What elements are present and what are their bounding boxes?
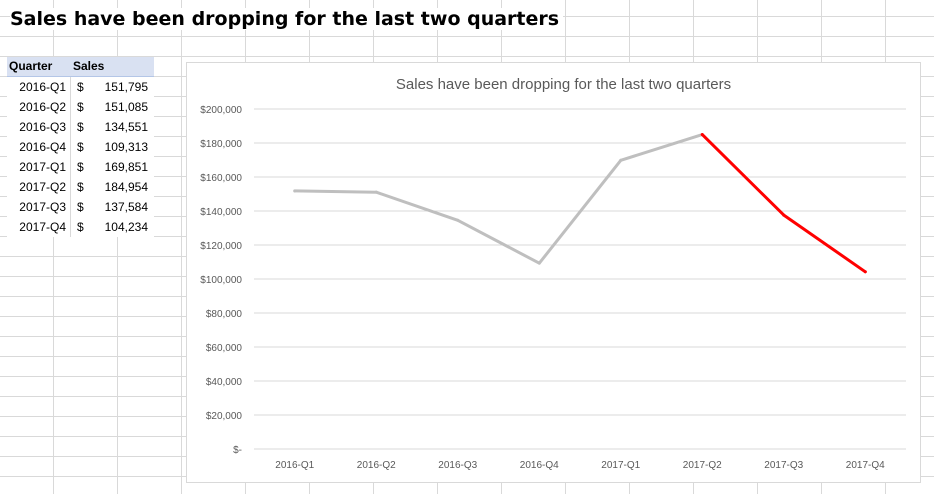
cell-currency-symbol[interactable]: $ xyxy=(77,160,84,174)
page-title: Sales have been dropping for the last tw… xyxy=(10,8,564,30)
y-tick-label: $60,000 xyxy=(206,343,243,354)
cell-currency-symbol[interactable]: $ xyxy=(77,140,84,154)
table-row: 2016-Q3 $134,551 xyxy=(7,117,154,137)
table-header-row: Quarter Sales xyxy=(7,57,154,77)
cell-sales[interactable]: 169,851 xyxy=(104,160,148,174)
data-point xyxy=(863,270,867,274)
cell-quarter[interactable]: 2017-Q1 xyxy=(7,157,71,177)
cell-currency-symbol[interactable]: $ xyxy=(77,220,84,234)
sales-data-table: Quarter Sales 2016-Q1 $151,795 2016-Q2 $151… xyxy=(7,57,154,237)
x-tick-label: 2016-Q2 xyxy=(357,460,396,471)
table-row: 2016-Q1 $151,795 xyxy=(7,77,154,97)
table-body: 2016-Q1 $151,795 2016-Q2 $151,085 2016-Q3 $13… xyxy=(7,77,154,237)
y-tick-label: $180,000 xyxy=(200,139,242,150)
data-point xyxy=(374,190,378,194)
cell-currency-symbol[interactable]: $ xyxy=(77,200,84,214)
table-row: 2016-Q4 $109,313 xyxy=(7,137,154,157)
data-point xyxy=(700,133,704,137)
cell-quarter[interactable]: 2017-Q4 xyxy=(7,217,71,237)
table-row: 2017-Q3 $137,584 xyxy=(7,197,154,217)
header-sales[interactable]: Sales xyxy=(73,59,105,73)
y-tick-label: $120,000 xyxy=(200,241,242,252)
cell-sales[interactable]: 184,954 xyxy=(104,180,148,194)
table-row: 2017-Q4 $104,234 xyxy=(7,217,154,237)
y-tick-label: $80,000 xyxy=(206,309,243,320)
y-tick-label: $200,000 xyxy=(200,105,242,116)
data-point xyxy=(537,261,541,265)
sales-line-red-decline xyxy=(700,133,867,274)
cell-quarter[interactable]: 2017-Q3 xyxy=(7,197,71,217)
table-row: 2017-Q1 $169,851 xyxy=(7,157,154,177)
cell-quarter[interactable]: 2016-Q1 xyxy=(7,77,71,97)
y-tick-label: $140,000 xyxy=(200,207,242,218)
x-tick-label: 2016-Q1 xyxy=(275,460,314,471)
cell-quarter[interactable]: 2016-Q3 xyxy=(7,117,71,137)
cell-quarter[interactable]: 2016-Q2 xyxy=(7,97,71,117)
x-tick-label: 2017-Q1 xyxy=(601,460,640,471)
table-row: 2017-Q2 $184,954 xyxy=(7,177,154,197)
data-point xyxy=(293,189,297,193)
sales-line-gray xyxy=(293,133,704,265)
cell-quarter[interactable]: 2017-Q2 xyxy=(7,177,71,197)
cell-currency-symbol[interactable]: $ xyxy=(77,80,84,94)
cell-sales[interactable]: 137,584 xyxy=(104,200,148,214)
cell-sales[interactable]: 109,313 xyxy=(104,140,148,154)
cell-currency-symbol[interactable]: $ xyxy=(77,120,84,134)
y-tick-label: $100,000 xyxy=(200,275,242,286)
cell-currency-symbol[interactable]: $ xyxy=(77,100,84,114)
cell-quarter[interactable]: 2016-Q4 xyxy=(7,137,71,157)
x-tick-label: 2017-Q2 xyxy=(683,460,722,471)
data-point xyxy=(782,213,786,217)
header-quarter[interactable]: Quarter xyxy=(9,59,53,73)
x-tick-label: 2017-Q4 xyxy=(846,460,885,471)
cell-sales[interactable]: 104,234 xyxy=(104,220,148,234)
x-tick-label: 2017-Q3 xyxy=(764,460,803,471)
x-tick-label: 2016-Q4 xyxy=(520,460,559,471)
y-tick-label: $40,000 xyxy=(206,377,243,388)
cell-sales[interactable]: 151,085 xyxy=(104,100,148,114)
y-tick-label: $20,000 xyxy=(206,411,243,422)
cell-currency-symbol[interactable]: $ xyxy=(77,180,84,194)
sales-line-chart[interactable]: Sales have been dropping for the last tw… xyxy=(186,62,921,483)
data-point xyxy=(456,218,460,222)
cell-sales[interactable]: 151,795 xyxy=(104,80,148,94)
chart-canvas: Sales have been dropping for the last tw… xyxy=(200,76,906,471)
chart-title: Sales have been dropping for the last tw… xyxy=(396,76,731,93)
table-row: 2016-Q2 $151,085 xyxy=(7,97,154,117)
y-tick-label: $160,000 xyxy=(200,173,242,184)
data-point xyxy=(619,158,623,162)
x-tick-label: 2016-Q3 xyxy=(438,460,477,471)
y-tick-label: $- xyxy=(233,445,242,456)
cell-sales[interactable]: 134,551 xyxy=(104,120,148,134)
